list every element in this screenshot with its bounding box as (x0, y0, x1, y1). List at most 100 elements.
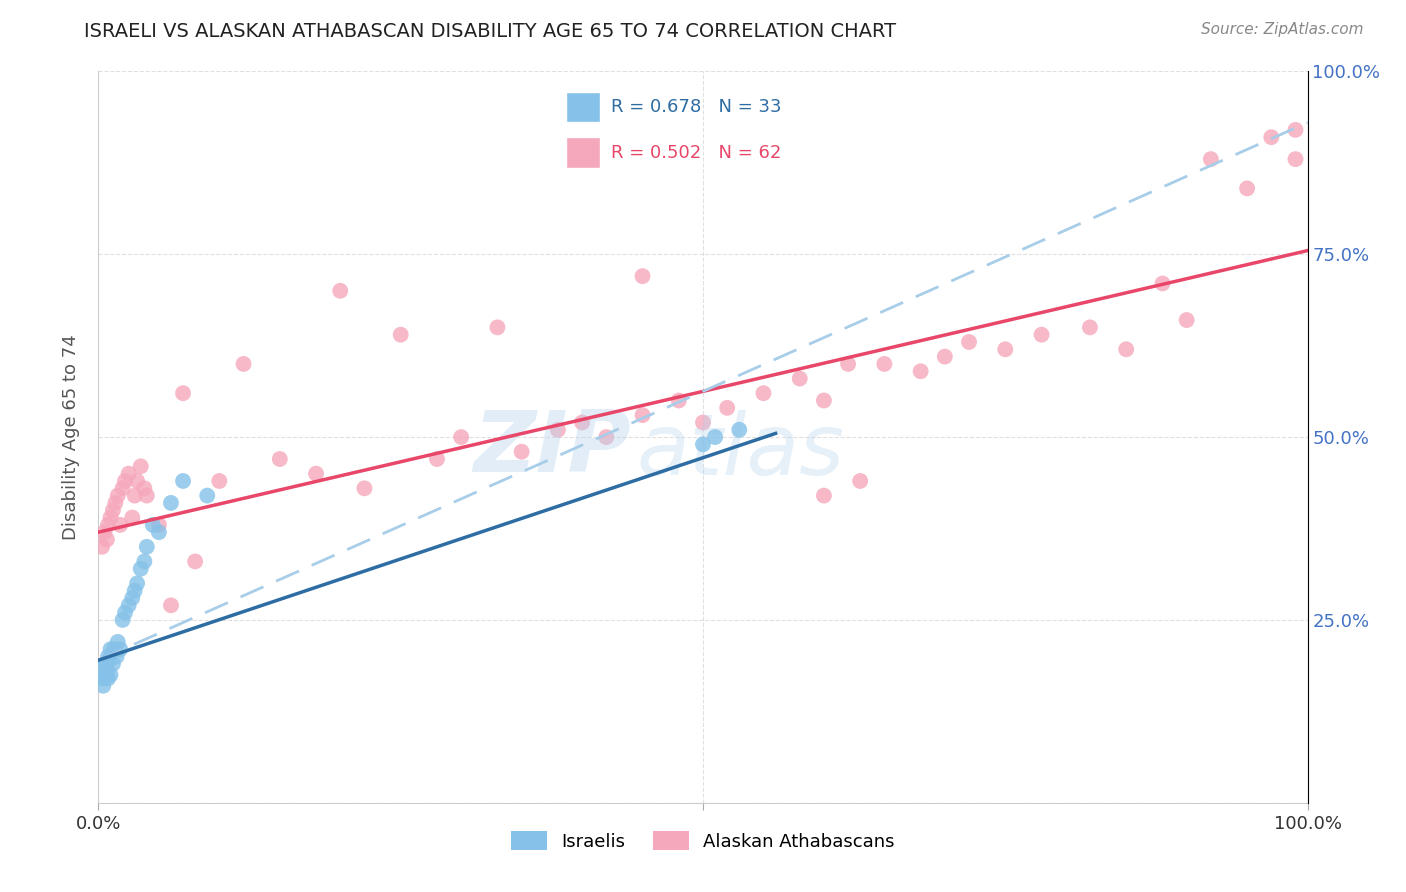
Point (104, 496, 127, 510)
Point (957, 334, 980, 349)
Point (91, 540, 114, 554)
Point (1078, 320, 1101, 334)
Point (1031, 327, 1053, 342)
Point (668, 393, 690, 408)
Point (134, 481, 156, 495)
Point (107, 635, 129, 649)
Point (692, 437, 714, 451)
Point (121, 510, 143, 524)
Point (172, 474, 194, 488)
Point (148, 525, 170, 540)
Point (100, 667, 122, 681)
Point (1175, 313, 1198, 327)
Text: ISRAELI VS ALASKAN ATHABASCAN DISABILITY AGE 65 TO 74 CORRELATION CHART: ISRAELI VS ALASKAN ATHABASCAN DISABILITY… (84, 22, 897, 41)
Point (127, 474, 149, 488)
Point (93, 660, 115, 674)
Point (426, 452, 449, 467)
Point (1199, 152, 1222, 166)
Point (94, 657, 117, 671)
Point (269, 452, 291, 467)
Point (1284, 123, 1306, 137)
Point (100, 642, 122, 657)
Point (96, 533, 118, 547)
Point (994, 343, 1017, 357)
Point (129, 459, 152, 474)
Point (1260, 130, 1282, 145)
Point (108, 517, 131, 532)
Point (195, 489, 218, 503)
Point (97, 649, 120, 664)
Point (329, 284, 352, 298)
Point (105, 649, 128, 664)
Point (837, 357, 859, 371)
Point (934, 350, 956, 364)
Point (873, 357, 896, 371)
Point (101, 657, 124, 671)
Point (100, 510, 122, 524)
Point (118, 467, 141, 481)
Point (716, 401, 738, 415)
Point (129, 562, 152, 576)
Point (1236, 181, 1258, 195)
Point (101, 503, 124, 517)
Point (97, 672, 120, 686)
Point (98, 653, 121, 667)
Point (134, 554, 156, 568)
Point (752, 386, 775, 401)
Point (127, 576, 149, 591)
Point (849, 474, 872, 488)
Point (547, 423, 569, 437)
Point (305, 467, 328, 481)
Point (813, 489, 835, 503)
Point (118, 599, 141, 613)
Text: atlas: atlas (637, 410, 845, 493)
Point (813, 393, 835, 408)
Point (107, 489, 129, 503)
Point (142, 517, 165, 532)
Text: Source: ZipAtlas.com: Source: ZipAtlas.com (1201, 22, 1364, 37)
Point (510, 444, 533, 458)
Point (160, 496, 183, 510)
Point (114, 474, 136, 488)
Point (704, 430, 727, 444)
Point (91, 679, 114, 693)
Point (135, 489, 157, 503)
Point (172, 386, 194, 401)
Point (728, 423, 751, 437)
Point (389, 327, 412, 342)
Point (208, 474, 231, 488)
Point (97, 517, 120, 532)
Point (108, 642, 131, 657)
Y-axis label: Disability Age 65 to 74: Disability Age 65 to 74 (62, 334, 80, 540)
Point (184, 554, 207, 568)
Point (486, 320, 509, 334)
Text: ZIP: ZIP (472, 407, 630, 490)
Point (789, 371, 811, 385)
Point (135, 540, 157, 554)
Point (692, 416, 714, 430)
Point (595, 430, 617, 444)
Point (124, 489, 146, 503)
Point (94, 667, 117, 681)
Point (121, 591, 143, 605)
Point (571, 416, 593, 430)
Point (111, 481, 134, 495)
Point (96, 664, 118, 678)
Point (910, 364, 932, 378)
Legend: Israelis, Alaskan Athabascans: Israelis, Alaskan Athabascans (502, 822, 904, 860)
Point (124, 583, 146, 598)
Point (114, 606, 136, 620)
Point (111, 613, 134, 627)
Point (631, 408, 654, 422)
Point (450, 430, 472, 444)
Point (93, 525, 115, 540)
Point (631, 269, 654, 284)
Point (1115, 343, 1137, 357)
Point (353, 481, 375, 495)
Point (232, 357, 254, 371)
Point (103, 642, 125, 657)
Point (91, 672, 114, 686)
Point (148, 517, 170, 532)
Point (160, 599, 183, 613)
Point (1284, 152, 1306, 166)
